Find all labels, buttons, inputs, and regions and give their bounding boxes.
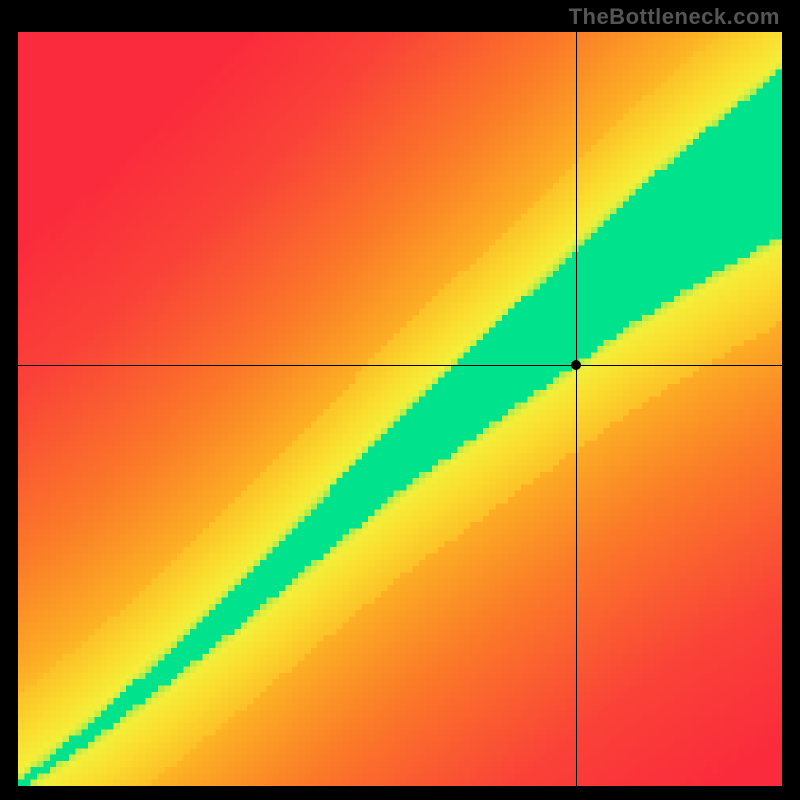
crosshair-horizontal [18, 365, 782, 366]
watermark-text: TheBottleneck.com [569, 4, 780, 30]
chart-container: TheBottleneck.com [0, 0, 800, 800]
heatmap-canvas [18, 32, 782, 786]
crosshair-vertical [576, 32, 577, 786]
selection-marker [571, 360, 581, 370]
